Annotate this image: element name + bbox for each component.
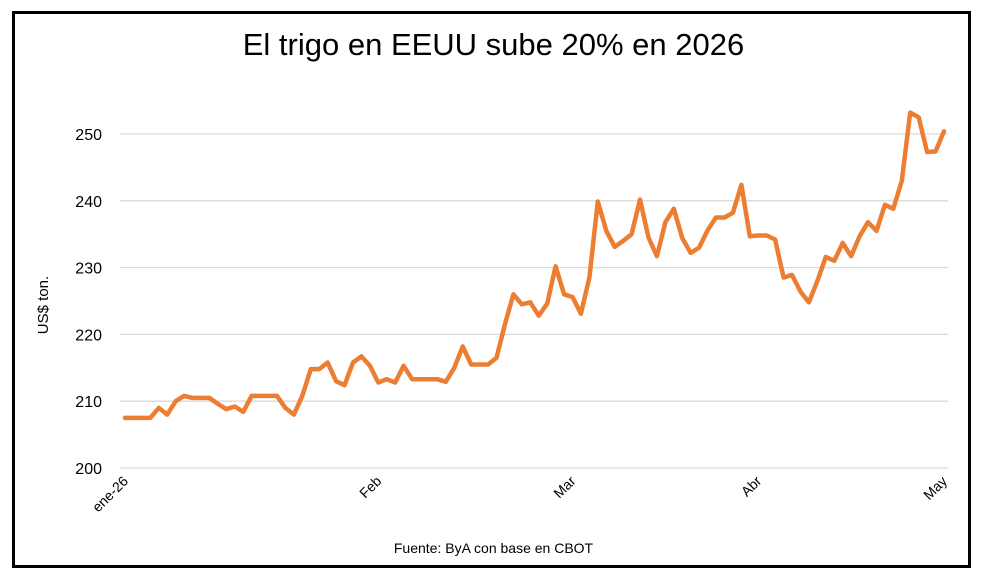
gridlines [120, 133, 948, 469]
y-tick-label: 200 [75, 461, 102, 478]
x-axis-ticks: ene-26 Feb Mar Abr May [89, 473, 950, 515]
x-tick-label: ene-26 [89, 473, 131, 515]
y-axis-ticks: 200 210 220 230 240 250 [75, 127, 102, 478]
y-tick-label: 230 [75, 261, 102, 278]
y-axis-label: US$ ton. [35, 276, 52, 334]
y-tick-label: 250 [75, 127, 102, 144]
x-tick-label: Abr [738, 473, 765, 500]
series-line [122, 110, 947, 421]
y-tick-label: 220 [75, 327, 102, 344]
chart-frame [12, 11, 971, 568]
x-tick-label: May [920, 473, 950, 503]
x-tick-label: Mar [550, 473, 579, 502]
chart-title: El trigo en EEUU sube 20% en 2026 [242, 27, 745, 62]
y-tick-label: 240 [75, 194, 102, 211]
source-note: Fuente: ByA con base en CBOT [393, 540, 594, 556]
y-tick-label: 210 [75, 394, 102, 411]
x-tick-label: Feb [356, 473, 385, 502]
